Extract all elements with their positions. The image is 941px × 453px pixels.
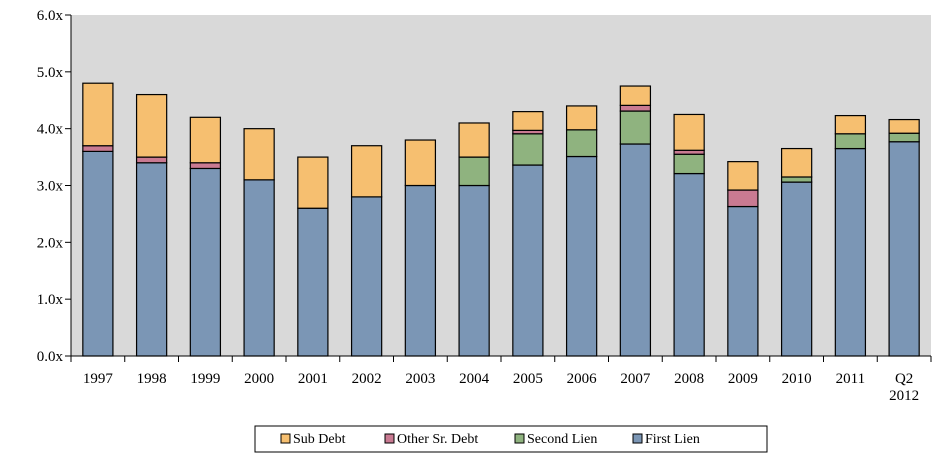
legend-label-first-lien: First Lien <box>645 432 700 447</box>
bar-segment-sub-debt-q2-2012 <box>888 118 920 134</box>
y-tick-label: 4.0x <box>37 122 64 138</box>
x-tick-label: 2007 <box>620 371 651 387</box>
bar-segment-sub-debt-2009 <box>727 161 759 191</box>
bar-segment-other-sr-debt-1997 <box>82 145 114 153</box>
bar-segment-sub-debt-1997 <box>82 82 114 147</box>
legend-swatch-first-lien <box>632 433 643 444</box>
bar-segment-second-lien-q2-2012 <box>888 132 920 143</box>
bar-segment-other-sr-debt-1999 <box>189 162 222 170</box>
bar-segment-first-lien-2007 <box>619 143 652 357</box>
bar-segment-first-lien-2002 <box>350 196 383 357</box>
bar-segment-second-lien-2004 <box>458 156 490 187</box>
x-tick-labels: 1997 1998 1999 2000 2001 2002 2003 2004 2005 2006… <box>83 371 919 404</box>
bar-segment-other-sr-debt-1998 <box>135 156 168 164</box>
bar-segment-sub-debt-2007 <box>619 85 652 106</box>
bar-segment-first-lien-2000 <box>243 179 275 357</box>
y-tick-label: 5.0x <box>37 65 64 81</box>
bar-segment-second-lien-2006 <box>565 129 598 158</box>
bar-segment-sub-debt-2002 <box>350 145 383 198</box>
x-tick-label: 2010 <box>782 371 812 387</box>
bar-segment-sub-debt-2010 <box>780 147 813 178</box>
x-tick-label: 2008 <box>674 371 704 387</box>
bar-segment-second-lien-2005 <box>512 133 544 166</box>
bar-segment-second-lien-2007 <box>619 110 652 145</box>
legend-swatch-sub-debt <box>280 433 291 444</box>
bar-segment-first-lien-2004 <box>458 184 490 357</box>
bar-segment-second-lien-2008 <box>673 153 705 175</box>
bar-segment-first-lien-1998 <box>135 162 168 357</box>
x-tick-label: 2002 <box>352 371 382 387</box>
bar-segment-first-lien-2009 <box>727 205 759 357</box>
y-tick-label: 3.0x <box>37 179 64 195</box>
x-tick-label: 2011 <box>836 371 865 387</box>
bar-segment-first-lien-q2-2012 <box>888 141 920 357</box>
x-tick-label: 2005 <box>513 371 543 387</box>
x-tick-label: 2009 <box>728 371 758 387</box>
y-tick-label: 1.0x <box>37 292 64 308</box>
y-tick-label: 2.0x <box>37 235 64 251</box>
x-tick-label: 2004 <box>459 371 490 387</box>
bar-segment-first-lien-1999 <box>189 167 222 357</box>
bar-segment-first-lien-2003 <box>404 184 437 357</box>
bars-group <box>82 82 920 357</box>
bar-segment-sub-debt-1998 <box>135 93 168 158</box>
x-tick-label: 2003 <box>405 371 435 387</box>
bar-segment-sub-debt-2001 <box>297 156 329 209</box>
axes-group <box>65 14 932 362</box>
bar-segment-first-lien-1997 <box>82 150 114 357</box>
bar-segment-first-lien-2001 <box>297 207 329 357</box>
y-tick-label: 0.0x <box>37 349 64 365</box>
bar-segment-sub-debt-2011 <box>834 114 867 135</box>
bar-segment-second-lien-2010 <box>780 176 813 183</box>
bar-segment-sub-debt-2004 <box>458 122 490 158</box>
bar-segment-first-lien-2011 <box>834 147 867 357</box>
legend-label-sub-debt: Sub Debt <box>293 432 346 447</box>
bar-segment-first-lien-2008 <box>673 172 705 357</box>
legend-label-second-lien: Second Lien <box>527 432 597 447</box>
bar-segment-sub-debt-2008 <box>673 113 705 151</box>
x-tick-label: 2001 <box>298 371 328 387</box>
legend-box <box>254 425 768 453</box>
legend-swatch-other-sr-debt <box>384 433 395 444</box>
bar-segment-first-lien-2006 <box>565 155 598 357</box>
bar-segment-other-sr-debt-2009 <box>727 189 759 208</box>
bar-segment-other-sr-debt-2007 <box>619 104 652 112</box>
bar-segment-sub-debt-2005 <box>512 111 544 131</box>
y-tick-label: 6.0x <box>37 8 64 24</box>
legend: Sub Debt Other Sr. Debt Second Lien First L… <box>254 425 768 453</box>
x-tick-label: Q2 2012 <box>889 371 919 404</box>
bar-segment-first-lien-2010 <box>780 181 813 357</box>
x-tick-label: 1997 <box>83 371 114 387</box>
bar-segment-sub-debt-2000 <box>243 128 275 181</box>
x-tick-label: 1999 <box>190 371 220 387</box>
bar-segment-sub-debt-2006 <box>565 105 598 131</box>
bar-segment-sub-debt-2003 <box>404 139 437 187</box>
bar-segment-second-lien-2011 <box>834 133 867 150</box>
bar-segment-first-lien-2005 <box>512 164 544 357</box>
y-tick-labels: 0.0x 1.0x 2.0x 3.0x 4.0x 5.0x 6.0x <box>37 8 64 365</box>
legend-label-other-sr-debt: Other Sr. Debt <box>397 432 478 447</box>
bar-segment-sub-debt-1999 <box>189 116 222 164</box>
x-tick-label: 2000 <box>244 371 274 387</box>
legend-swatch-second-lien <box>514 433 525 444</box>
x-tick-label: 2006 <box>567 371 598 387</box>
x-tick-label: 1998 <box>137 371 167 387</box>
